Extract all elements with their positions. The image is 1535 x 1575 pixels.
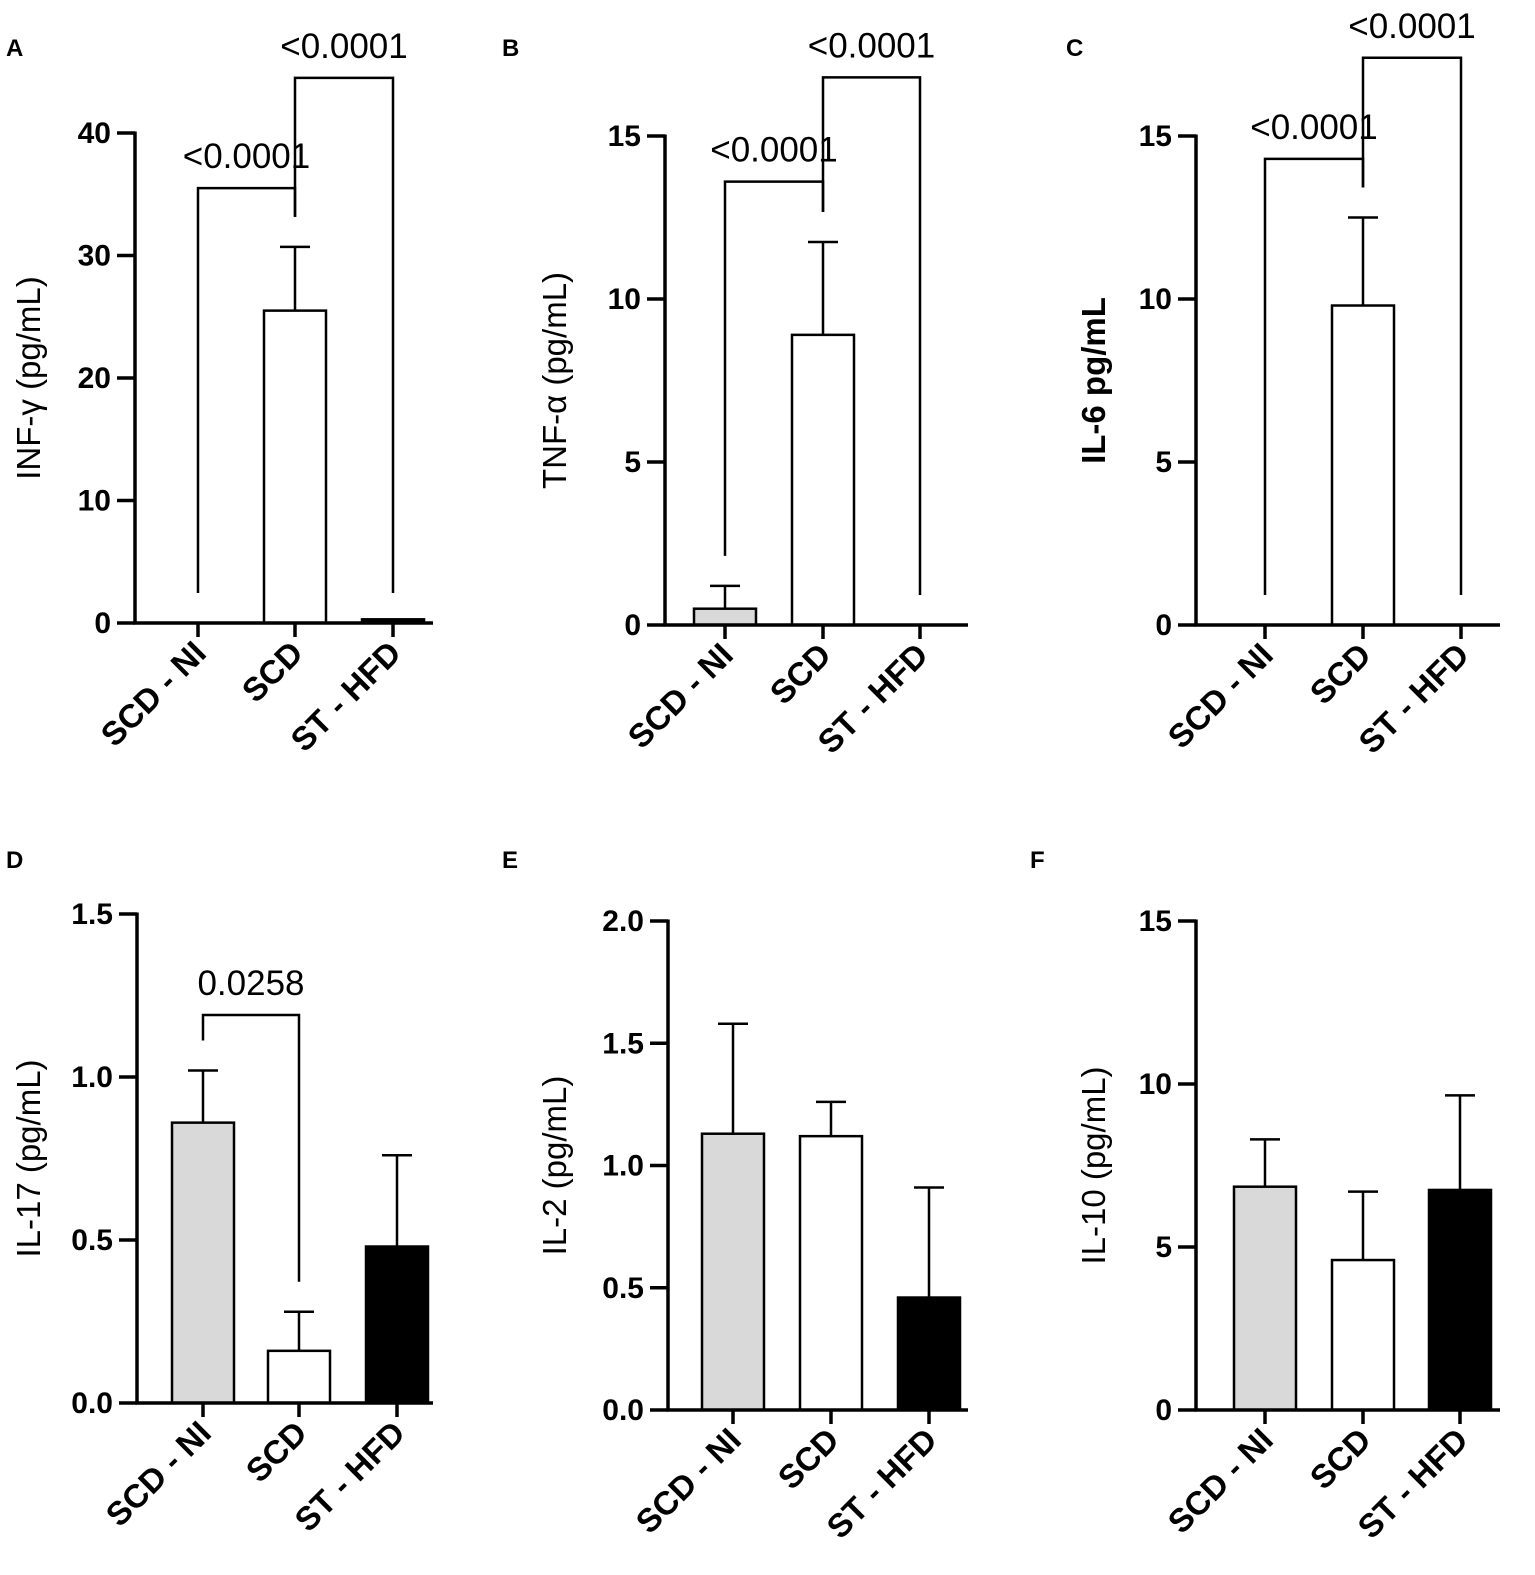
significance-bracket <box>201 1013 301 1282</box>
bar-scd <box>798 1134 864 1412</box>
y-tick-label: 1.5 <box>602 1027 644 1060</box>
y-tick-label: 10 <box>608 283 641 316</box>
y-tick-label: 0 <box>1155 1394 1172 1427</box>
y-tick-label: 10 <box>1139 283 1172 316</box>
y-tick-label: 40 <box>78 117 111 150</box>
significance-bracket <box>821 76 922 595</box>
bar-scd <box>1330 1258 1396 1412</box>
x-category-label: SCD <box>239 1414 314 1489</box>
bar-scd <box>262 309 328 625</box>
panel-letter: E <box>502 847 518 874</box>
p-value-label: <0.0001 <box>280 27 408 66</box>
panel-letter: A <box>6 35 23 62</box>
y-tick-label: 0.0 <box>602 1394 644 1427</box>
y-tick-label: 0.5 <box>71 1224 113 1257</box>
y-tick-label: 15 <box>1139 905 1172 938</box>
x-category-label: SCD - NI <box>628 1421 748 1541</box>
p-value-label: <0.0001 <box>183 137 311 176</box>
y-tick-label: 5 <box>1155 446 1172 479</box>
x-category-label: SCD <box>235 634 310 709</box>
p-value-label: <0.0001 <box>710 131 838 170</box>
y-tick-label: 15 <box>608 120 641 153</box>
bar-scd-ni <box>1232 1185 1298 1412</box>
x-category-label: SCD - NI <box>1160 636 1280 756</box>
bar-scd <box>1330 304 1396 627</box>
y-tick-label: 1.5 <box>71 898 113 931</box>
x-category-label: SCD - NI <box>98 1414 218 1534</box>
x-category-label: SCD <box>1303 636 1378 711</box>
bar-scd-ni <box>170 1121 236 1405</box>
x-category-label: SCD - NI <box>620 636 740 756</box>
y-tick-label: 1.0 <box>71 1061 113 1094</box>
bar-st-hfd <box>364 1245 430 1405</box>
p-value-label: <0.0001 <box>1250 108 1378 147</box>
y-axis-title: TNF-α (pg/mL) <box>536 272 573 489</box>
x-category-label: SCD <box>771 1421 846 1496</box>
y-tick-label: 0 <box>94 607 111 640</box>
y-tick-label: 0.5 <box>602 1272 644 1305</box>
bar-scd-ni <box>700 1132 766 1412</box>
x-category-label: SCD <box>1303 1421 1378 1496</box>
x-category-label: SCD - NI <box>93 634 213 754</box>
y-axis-title: INF-γ (pg/mL) <box>10 276 47 480</box>
y-tick-label: 0 <box>624 609 641 642</box>
bar-st-hfd <box>896 1296 962 1412</box>
significance-bracket <box>293 76 395 593</box>
y-tick-label: 10 <box>78 485 111 518</box>
p-value-label: <0.0001 <box>808 26 936 65</box>
significance-bracket <box>1361 56 1463 595</box>
y-axis-title: IL-6 pg/mL <box>1075 297 1112 464</box>
y-tick-label: 10 <box>1139 1068 1172 1101</box>
x-category-label: SCD <box>763 636 838 711</box>
y-axis-title: IL-10 (pg/mL) <box>1075 1066 1112 1264</box>
panel-letter: F <box>1030 847 1045 874</box>
y-tick-label: 5 <box>1155 1231 1172 1264</box>
bar-scd-ni <box>692 607 758 627</box>
y-tick-label: 0 <box>1155 609 1172 642</box>
y-tick-label: 2.0 <box>602 905 644 938</box>
p-value-label: <0.0001 <box>1348 7 1476 46</box>
y-tick-label: 5 <box>624 446 641 479</box>
panel-letter: C <box>1066 35 1083 62</box>
panel-letter: B <box>502 35 519 62</box>
y-axis-title: IL-17 (pg/mL) <box>10 1059 47 1257</box>
y-tick-label: 0.0 <box>71 1387 113 1420</box>
y-tick-label: 15 <box>1139 120 1172 153</box>
y-axis-title: IL-2 (pg/mL) <box>536 1076 573 1256</box>
x-category-label: SCD - NI <box>1160 1421 1280 1541</box>
bar-st-hfd <box>1427 1188 1493 1412</box>
p-value-label: 0.0258 <box>197 964 304 1003</box>
bar-scd <box>266 1349 332 1405</box>
y-tick-label: 1.0 <box>602 1150 644 1183</box>
y-tick-label: 30 <box>78 240 111 273</box>
panel-letter: D <box>6 847 23 874</box>
y-tick-label: 20 <box>78 362 111 395</box>
bar-scd <box>790 333 856 627</box>
